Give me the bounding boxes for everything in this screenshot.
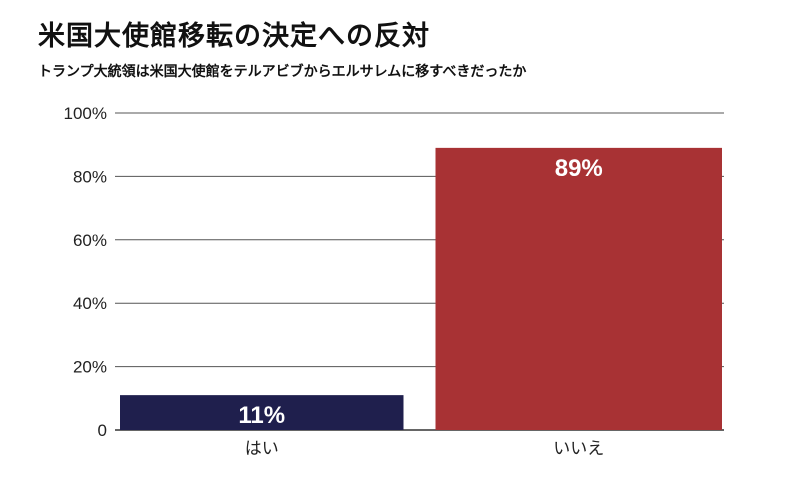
y-tick-label: 100% <box>64 104 107 123</box>
data-label: 11% <box>238 402 285 429</box>
bar <box>435 147 722 430</box>
y-tick-label: 0 <box>98 421 107 440</box>
bar <box>120 395 404 430</box>
x-tick-label: いいえ <box>553 439 604 459</box>
y-tick-label: 60% <box>73 231 107 250</box>
y-tick-label: 80% <box>73 167 107 186</box>
x-axis: はい いいえ <box>245 439 605 459</box>
bars: 11% 89% <box>120 147 722 430</box>
y-tick-label: 40% <box>73 294 107 313</box>
chart-subtitle: トランプ大統領は米国大使館をテルアビブからエルサレムに移すべきだったか <box>38 64 527 80</box>
y-axis: 0 20% 40% 60% 80% 100% <box>64 104 107 440</box>
chart-title: 米国大使館移転の決定への反対 <box>38 21 430 52</box>
y-tick-label: 20% <box>73 358 107 377</box>
x-tick-label: はい <box>245 439 279 459</box>
data-label: 89% <box>555 155 603 182</box>
